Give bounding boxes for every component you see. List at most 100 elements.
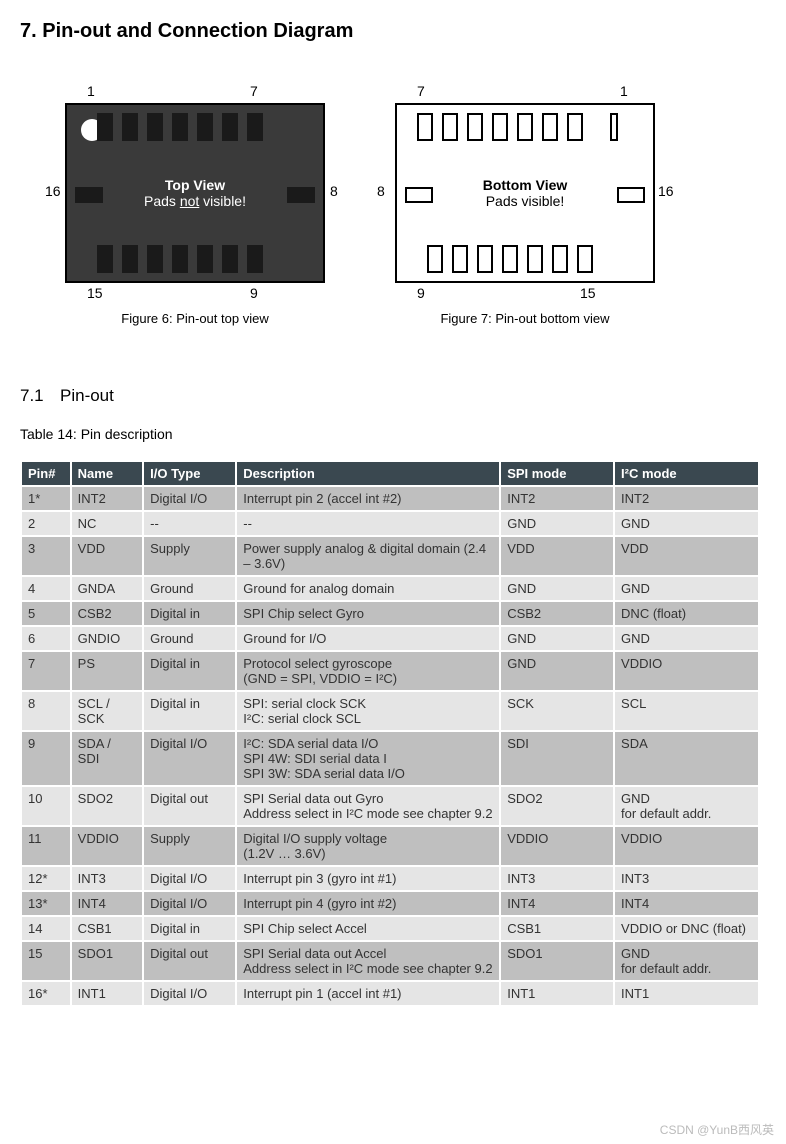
pin-label-mr2: 16 (658, 183, 674, 199)
table-cell: GND for default addr. (614, 786, 759, 826)
th-spi: SPI mode (500, 461, 614, 486)
table-cell: CSB2 (500, 601, 614, 626)
table-cell: Digital out (143, 941, 236, 981)
table-cell: 10 (21, 786, 71, 826)
table-row: 1*INT2Digital I/OInterrupt pin 2 (accel … (21, 486, 759, 511)
table-cell: GND (500, 576, 614, 601)
chip-bottom-label: Bottom View Pads visible! (397, 177, 653, 209)
table-cell: Interrupt pin 4 (gyro int #2) (236, 891, 500, 916)
table-cell: INT3 (614, 866, 759, 891)
table-cell: SDA / SDI (71, 731, 143, 786)
table-cell: 8 (21, 691, 71, 731)
table-cell: INT2 (500, 486, 614, 511)
table-cell: -- (143, 511, 236, 536)
table-cell: GND for default addr. (614, 941, 759, 981)
table-cell: Interrupt pin 3 (gyro int #1) (236, 866, 500, 891)
table-cell: NC (71, 511, 143, 536)
table-cell: VDD (500, 536, 614, 576)
table-cell: 16* (21, 981, 71, 1006)
table-cell: 4 (21, 576, 71, 601)
table-cell: SCL / SCK (71, 691, 143, 731)
table-cell: INT4 (500, 891, 614, 916)
table-row: 13*INT4Digital I/OInterrupt pin 4 (gyro … (21, 891, 759, 916)
table-cell: Digital out (143, 786, 236, 826)
th-i2c: I²C mode (614, 461, 759, 486)
table-row: 3VDDSupplyPower supply analog & digital … (21, 536, 759, 576)
table-cell: INT2 (614, 486, 759, 511)
table-cell: SDO2 (500, 786, 614, 826)
table-cell: VDDIO (71, 826, 143, 866)
table-row: 12*INT3Digital I/OInterrupt pin 3 (gyro … (21, 866, 759, 891)
table-cell: 7 (21, 651, 71, 691)
table-cell: INT3 (71, 866, 143, 891)
table-cell: Protocol select gyroscope (GND = SPI, VD… (236, 651, 500, 691)
table-cell: GND (614, 576, 759, 601)
table-cell: GND (614, 511, 759, 536)
pin-label-br2: 15 (580, 285, 596, 301)
table-row: 7PSDigital inProtocol select gyroscope (… (21, 651, 759, 691)
table-cell: 12* (21, 866, 71, 891)
pin-label-mr: 8 (330, 183, 338, 199)
table-cell: Digital I/O (143, 866, 236, 891)
table-cell: VDDIO (500, 826, 614, 866)
th-pin: Pin# (21, 461, 71, 486)
table-cell: SDA (614, 731, 759, 786)
table-cell: Digital in (143, 916, 236, 941)
diagram-row: 1 7 16 8 15 9 Top View Pads not visible! (20, 83, 766, 326)
table-cell: INT1 (500, 981, 614, 1006)
pin-label-tr: 7 (250, 83, 258, 99)
pin-label-br: 9 (250, 285, 258, 301)
table-cell: GND (614, 626, 759, 651)
th-name: Name (71, 461, 143, 486)
pad-row-top2 (417, 113, 618, 141)
pin-label-bl: 15 (87, 285, 103, 301)
table-cell: INT3 (500, 866, 614, 891)
table-cell: Digital in (143, 601, 236, 626)
pin-label-tr2: 1 (620, 83, 628, 99)
table-cell: CSB2 (71, 601, 143, 626)
table-cell: SCK (500, 691, 614, 731)
table-caption: Table 14: Pin description (20, 426, 766, 442)
table-cell: Power supply analog & digital domain (2.… (236, 536, 500, 576)
table-row: 15SDO1Digital outSPI Serial data out Acc… (21, 941, 759, 981)
section-heading: 7. Pin-out and Connection Diagram (20, 20, 766, 43)
chip-bottom-view: Bottom View Pads visible! (395, 103, 655, 283)
table-cell: Digital in (143, 651, 236, 691)
table-header-row: Pin# Name I/O Type Description SPI mode … (21, 461, 759, 486)
table-cell: SDO2 (71, 786, 143, 826)
table-cell: Digital I/O (143, 731, 236, 786)
top-view-block: 1 7 16 8 15 9 Top View Pads not visible! (45, 83, 345, 326)
pinout-table: Pin# Name I/O Type Description SPI mode … (20, 460, 760, 1007)
pad-row-top (97, 113, 263, 141)
pin-label-ml2: 8 (377, 183, 385, 199)
table-cell: Ground for I/O (236, 626, 500, 651)
pad-row-bottom2 (427, 245, 593, 273)
table-cell: Interrupt pin 1 (accel int #1) (236, 981, 500, 1006)
table-row: 10SDO2Digital outSPI Serial data out Gyr… (21, 786, 759, 826)
pin-label-tl: 1 (87, 83, 95, 99)
table-cell: GND (500, 511, 614, 536)
table-cell: SPI Chip select Gyro (236, 601, 500, 626)
table-cell: 14 (21, 916, 71, 941)
table-cell: 1* (21, 486, 71, 511)
table-cell: Ground (143, 576, 236, 601)
table-cell: INT2 (71, 486, 143, 511)
table-cell: -- (236, 511, 500, 536)
table-cell: 15 (21, 941, 71, 981)
pin-label-bl2: 9 (417, 285, 425, 301)
figure6-caption: Figure 6: Pin-out top view (45, 311, 345, 326)
table-row: 16*INT1Digital I/OInterrupt pin 1 (accel… (21, 981, 759, 1006)
figure7-caption: Figure 7: Pin-out bottom view (375, 311, 675, 326)
table-cell: Interrupt pin 2 (accel int #2) (236, 486, 500, 511)
table-cell: Digital in (143, 691, 236, 731)
table-cell: Ground (143, 626, 236, 651)
table-cell: 3 (21, 536, 71, 576)
table-cell: CSB1 (500, 916, 614, 941)
table-cell: INT1 (614, 981, 759, 1006)
table-cell: SPI Chip select Accel (236, 916, 500, 941)
table-cell: SDI (500, 731, 614, 786)
table-cell: SDO1 (500, 941, 614, 981)
table-row: 6GNDIOGroundGround for I/OGNDGND (21, 626, 759, 651)
table-cell: CSB1 (71, 916, 143, 941)
table-cell: VDD (71, 536, 143, 576)
